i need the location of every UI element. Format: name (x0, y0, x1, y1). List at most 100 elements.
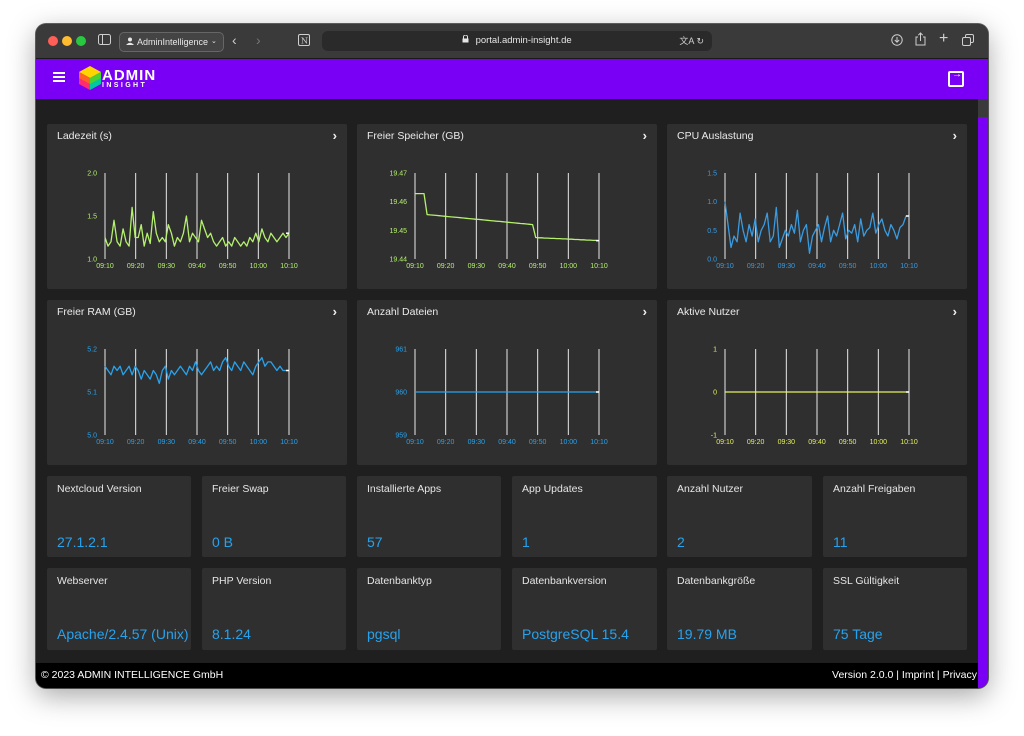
tab-overview-icon[interactable] (962, 34, 974, 49)
y-tick-label: 19.46 (389, 199, 407, 206)
chart-card-anzahl-dateien[interactable]: Anzahl Dateien › 09:10 09:20 09:30 09:40 09:… (357, 300, 657, 465)
stat-value: 11 (833, 534, 848, 550)
zoom-window-button[interactable] (76, 36, 86, 46)
y-tick-label: 1.5 (87, 214, 97, 221)
y-tick-label: 2.0 (87, 171, 97, 178)
forward-icon[interactable]: › (256, 32, 261, 48)
card-title: Freier Speicher (GB) (367, 130, 464, 142)
translate-icon[interactable]: 文A (679, 36, 694, 46)
y-tick-label: 5.0 (87, 433, 97, 440)
browser-window: AdminIntelligence ⌄ ‹ › N portal.admin-i… (36, 24, 988, 688)
stat-title: Installierte Apps (367, 483, 442, 495)
x-tick-label: 09:50 (839, 263, 857, 270)
footer: © 2023 ADMIN INTELLIGENCE GmbH Version 2… (36, 663, 978, 688)
download-icon[interactable] (891, 34, 903, 49)
stat-value: 19.79 MB (677, 626, 737, 642)
x-tick-label: 09:50 (839, 439, 857, 446)
new-tab-icon[interactable]: + (939, 30, 949, 47)
y-tick-label: 1.0 (707, 199, 717, 206)
imprint-link[interactable]: Imprint (901, 669, 934, 681)
stat-card-datenbankgroesse: Datenbankgröße 19.79 MB (667, 568, 812, 650)
stat-card-ssl-gueltigkeit: SSL Gültigkeit 75 Tage (823, 568, 967, 650)
series-line (104, 356, 289, 385)
stat-title: SSL Gültigkeit (833, 575, 900, 587)
logout-icon[interactable] (948, 69, 964, 87)
x-tick-label: 09:40 (808, 439, 826, 446)
x-tick-label: 10:00 (250, 439, 268, 446)
y-tick-label: 0.5 (707, 228, 717, 235)
x-tick-label: 09:30 (158, 263, 176, 270)
x-tick-label: 10:00 (870, 263, 888, 270)
x-tick-label: 09:50 (219, 263, 237, 270)
back-icon[interactable]: ‹ (232, 32, 237, 48)
stat-card-app-updates: App Updates 1 (512, 476, 657, 557)
chart: 09:10 09:20 09:30 09:40 09:50 10:00 10:10 2.0 1.… (87, 171, 298, 271)
stat-title: Datenbankgröße (677, 575, 756, 587)
x-tick-label: 09:20 (127, 439, 145, 446)
chevron-right-icon[interactable]: › (952, 128, 957, 143)
scrollbar[interactable] (978, 99, 988, 688)
minimize-window-button[interactable] (62, 36, 72, 46)
privacy-link[interactable]: Privacy (942, 669, 977, 681)
browser-toolbar: AdminIntelligence ⌄ ‹ › N portal.admin-i… (36, 24, 988, 59)
chart-card-ladezeit[interactable]: Ladezeit (s) › 09:10 09:20 09:30 09:40 09:50… (47, 124, 347, 289)
profile-label: AdminIntelligence (137, 37, 209, 47)
stat-value: 1 (522, 534, 530, 550)
brand-subname: INSIGHT (102, 82, 148, 89)
x-tick-label: 09:30 (158, 439, 176, 446)
card-title: CPU Auslastung (677, 130, 754, 142)
address-bar[interactable]: portal.admin-insight.de 文A ↻ (322, 31, 712, 51)
x-tick-label: 10:10 (590, 263, 608, 270)
x-tick-label: 09:40 (498, 263, 516, 270)
stat-title: Anzahl Nutzer (677, 483, 743, 495)
stat-card-php-version: PHP Version 8.1.24 (202, 568, 346, 650)
x-tick-label: 10:10 (280, 439, 298, 446)
x-tick-label: 10:00 (560, 439, 578, 446)
y-tick-label: 960 (395, 390, 407, 397)
y-tick-label: 961 (395, 347, 407, 354)
stat-value: Apache/2.4.57 (Unix) (57, 626, 189, 642)
series-line (724, 201, 909, 254)
chart-card-cpu[interactable]: CPU Auslastung › 09:10 09:20 09:30 09:40 09:… (667, 124, 967, 289)
stat-value: 8.1.24 (212, 626, 251, 642)
y-tick-label: 0 (713, 390, 717, 397)
chevron-right-icon[interactable]: › (642, 128, 647, 143)
chevron-right-icon[interactable]: › (642, 304, 647, 319)
reload-icon[interactable]: ↻ (696, 36, 704, 46)
y-tick-label: 0.0 (707, 257, 717, 264)
chart-card-freier-ram[interactable]: Freier RAM (GB) › 09:10 09:20 09:30 09:40 09… (47, 300, 347, 465)
chevron-right-icon[interactable]: › (332, 128, 337, 143)
x-tick-label: 09:10 (96, 263, 114, 270)
x-tick-label: 09:40 (498, 439, 516, 446)
x-tick-label: 09:50 (529, 439, 547, 446)
chart-card-freier-speicher[interactable]: Freier Speicher (GB) › 09:10 09:20 09:30 09… (357, 124, 657, 289)
y-tick-label: 1.0 (87, 257, 97, 264)
x-tick-label: 09:50 (219, 439, 237, 446)
stat-title: App Updates (522, 483, 583, 495)
stat-title: Freier Swap (212, 483, 269, 495)
x-tick-label: 09:20 (437, 263, 455, 270)
y-tick-label: 5.2 (87, 347, 97, 354)
x-tick-label: 09:10 (716, 263, 734, 270)
profile-switcher[interactable]: AdminIntelligence ⌄ (119, 32, 224, 52)
chevron-down-icon: ⌄ (211, 38, 217, 45)
menu-icon[interactable] (53, 72, 65, 82)
y-tick-label: 19.45 (389, 228, 407, 235)
chart-card-aktive-nutzer[interactable]: Aktive Nutzer › 09:10 09:20 09:30 09:40 09:5… (667, 300, 967, 465)
chevron-right-icon[interactable]: › (332, 304, 337, 319)
footer-separator: | (893, 669, 902, 681)
stat-value: 27.1.2.1 (57, 534, 108, 550)
sidebar-toggle-icon[interactable] (98, 34, 111, 48)
stat-card-datenbankversion: Datenbankversion PostgreSQL 15.4 (512, 568, 657, 650)
chevron-right-icon[interactable]: › (952, 304, 957, 319)
stat-title: Datenbankversion (522, 575, 607, 587)
x-tick-label: 10:10 (590, 439, 608, 446)
x-tick-label: 09:30 (778, 263, 796, 270)
x-tick-label: 09:20 (747, 263, 765, 270)
close-window-button[interactable] (48, 36, 58, 46)
x-tick-label: 09:10 (716, 439, 734, 446)
scrollbar-thumb[interactable] (978, 99, 988, 117)
notion-icon[interactable]: N (298, 34, 310, 49)
stat-value: 75 Tage (833, 626, 883, 642)
share-icon[interactable] (915, 32, 926, 49)
